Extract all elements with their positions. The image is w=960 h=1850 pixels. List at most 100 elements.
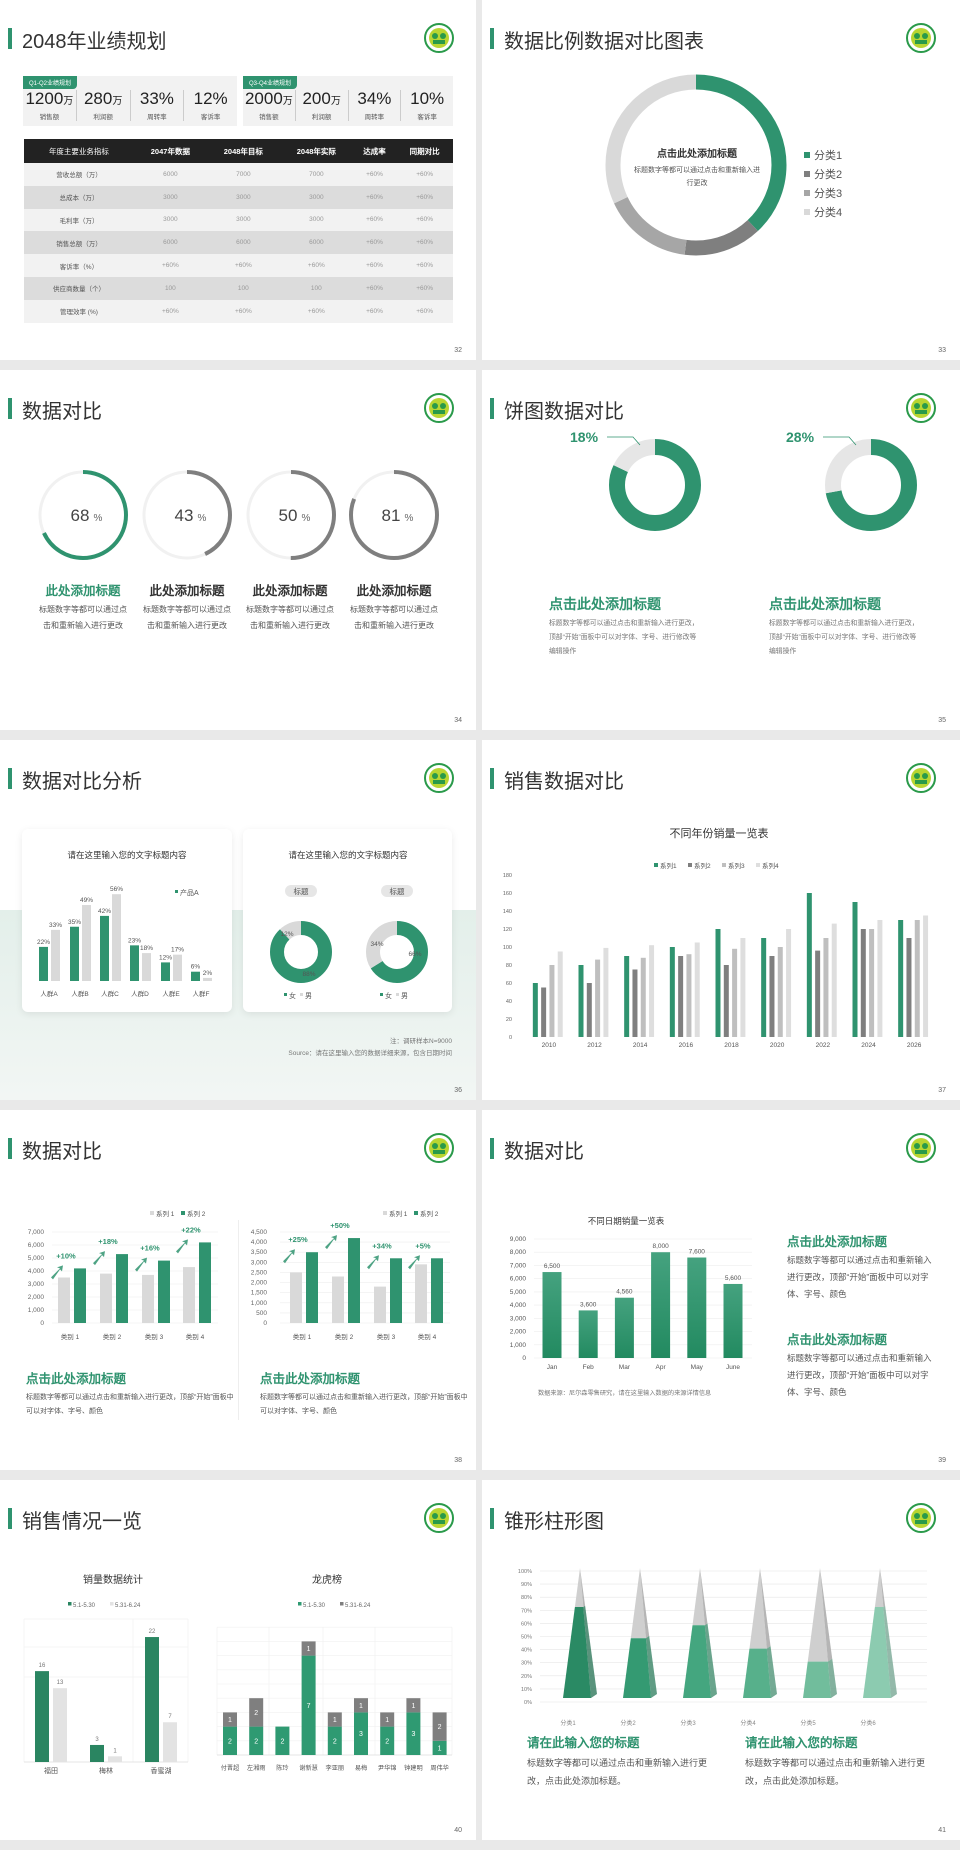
pie-item: 点击此处添加标题 标题数字等都可以通过点击和重新输入进行更改，顶部“开始”面板中可… [549,594,699,659]
stat-text: 标题数字等都可以通过点击和重新输入进行更改 [39,605,127,630]
y-tick-label: 90% [521,1582,532,1588]
category-label: 类别 1 [293,1332,312,1341]
bar [431,1258,443,1323]
slide-38[interactable]: 数据对比 0 1,000 2,000 3,000 4,000 5,000 6,000 7,00… [0,1110,476,1470]
category-label: 人群D [131,989,149,998]
progress-unit: % [198,513,207,524]
pie-title: 标题 [390,886,405,896]
cone-bar-side [827,1658,837,1698]
legend-label: 5.31-6.24 [345,1603,371,1609]
table-header-cell: 年度主要业务指标 [24,139,134,163]
category-label: 人群C [101,989,119,998]
cone-shade [704,1623,717,1698]
slide-41[interactable]: 锥形柱形图 0% 10% 20% 30% 40% 50% 60% 70% 80% 90% 100% 分… [482,1480,960,1840]
progress-arc [349,470,439,560]
table-cell: 3000 [279,208,353,232]
table-cell: 3000 [206,185,280,209]
slide-40[interactable]: 销售情况一览 销量数据统计 5.1-5.30 5.31-6.24 16 13 福田 3 1 梅林… [0,1480,476,1840]
slide-37[interactable]: 销售数据对比 不同年份销量一览表 0 20 40 60 80 100 120 140 160 180… [482,740,960,1100]
bar [74,1268,86,1323]
bar [82,905,91,981]
bar [678,956,684,1037]
pie-unit: % [378,941,384,948]
segment-label: 1 [307,1646,311,1653]
legend-swatch [804,209,810,215]
card-title: 请在这里输入您的文字标题内容 [288,850,408,860]
slide-36[interactable]: 数据对比分析 请在这里输入您的文字标题内容 请在这里输入您的文字标题内容 22% 33… [0,740,476,1100]
bar [100,915,109,981]
sample-note: 注：调研样本N=9000 [390,1038,452,1045]
data-label: 7 [168,1714,172,1720]
legend-label: 系列2 [694,861,711,870]
data-label: 17% [171,947,184,954]
x-tick-label: 2016 [679,1042,694,1049]
growth-label: +34% [372,1241,392,1250]
page-number: 38 [454,1457,462,1464]
slide-34[interactable]: 数据对比 68% 43% 50% 81% 此处添加标题 标题数字等都可以通过点击和重新输… [0,370,476,730]
logo-icon [424,23,454,53]
category-label: 付晋超 [221,1764,240,1772]
y-tick-label: 0 [40,1320,44,1327]
slide-35[interactable]: 饼图数据对比 18% 28% 点击此处添加标题 标题数字等都可以通过点击和重新输入进… [482,370,960,730]
slide-33[interactable]: 数据比例数据对比图表 分类1 分类2 分类3 分类4 点击此处添加标题 标题数字等都可… [482,0,960,360]
legend-swatch [804,152,810,158]
table-cell: +60% [352,163,397,186]
category-label: 钟建明 [404,1764,423,1772]
x-tick-label: 2014 [633,1042,648,1049]
bar [860,929,866,1037]
donut-slice [366,921,428,983]
kpi-number: 33% [139,89,174,108]
y-tick-label: 180 [503,873,512,879]
table-cell: 客诉率（%） [24,254,134,277]
segment-label: 3 [411,1731,415,1738]
progress-arc [142,470,232,560]
pie-unit: % [288,931,294,938]
kpi-value: 200万 [296,90,348,111]
slide-32[interactable]: 2048年业绩规划 Q1-Q2业绩规划 1200万 销售额 280万 利润额 33% 周转… [0,0,476,360]
donut-chart: 分类1 分类2 分类3 分类4 [605,74,842,256]
bar [158,1260,170,1323]
table-row: 毛利率（万） 3000 3000 3000 +60% +60% [24,208,453,232]
logo-icon [906,23,936,53]
kpi-item: 1200万 销售额 [23,90,77,121]
bar [532,983,538,1037]
table-cell: +60% [396,231,453,255]
y-tick-label: 500 [256,1310,267,1317]
table-cell: 3000 [279,185,353,209]
table-cell: +60% [206,299,280,323]
data-label: 4,560 [616,1289,633,1296]
stacked-bar-segment [327,1726,342,1755]
text-block: 点击此处添加标题 标题数字等都可以通过点击和重新输入进行更改，顶部“开始”面板中可… [787,1329,932,1401]
y-tick-label: 80 [506,963,512,969]
pie-item: 点击此处添加标题 标题数字等都可以通过点击和重新输入进行更改，顶部“开始”面板中可… [769,594,919,659]
cone-top [807,1568,828,1662]
pie-title-pill [285,885,317,897]
stacked-bar-segment [327,1712,342,1727]
data-label: 56% [110,886,123,893]
slide-title: 数据对比 [22,1141,102,1163]
slide-39[interactable]: 数据对比 不同日期销量一览表 0 1,000 2,000 3,000 4,000 5,000… [482,1110,960,1470]
bar [145,1637,159,1762]
legend-swatch [175,890,178,893]
text-block: 请在此输入您的标题 标题数字等都可以通过点击和重新输入进行更改，点击此处添加标题。 [527,1732,707,1790]
data-unit: % [206,970,212,977]
y-tick-label: 1,000 [251,1300,268,1307]
bar [35,1671,49,1762]
legend-swatch [396,993,399,996]
data-label: 6,500 [544,1263,561,1270]
leader-line [823,436,857,446]
legend-swatch [756,863,760,867]
table-cell: +60% [352,185,397,209]
legend-swatch [383,1211,387,1215]
pie-label: 12% [280,931,293,938]
cone-shade [766,1646,777,1698]
cone-top-side [760,1568,771,1649]
table-row: 营收总额（万） 6000 7000 7000 +60% +60% [24,163,453,186]
cone-top-side [880,1568,886,1607]
y-tick-label: 3,000 [251,1259,268,1266]
y-tick-label: 2,000 [510,1329,527,1336]
kpi-value: 33% [131,90,184,111]
table-cell: +60% [133,254,207,277]
text-block: 点击此处添加标题 标题数字等都可以通过点击和重新输入进行更改，顶部“开始”面板中可… [787,1231,932,1303]
